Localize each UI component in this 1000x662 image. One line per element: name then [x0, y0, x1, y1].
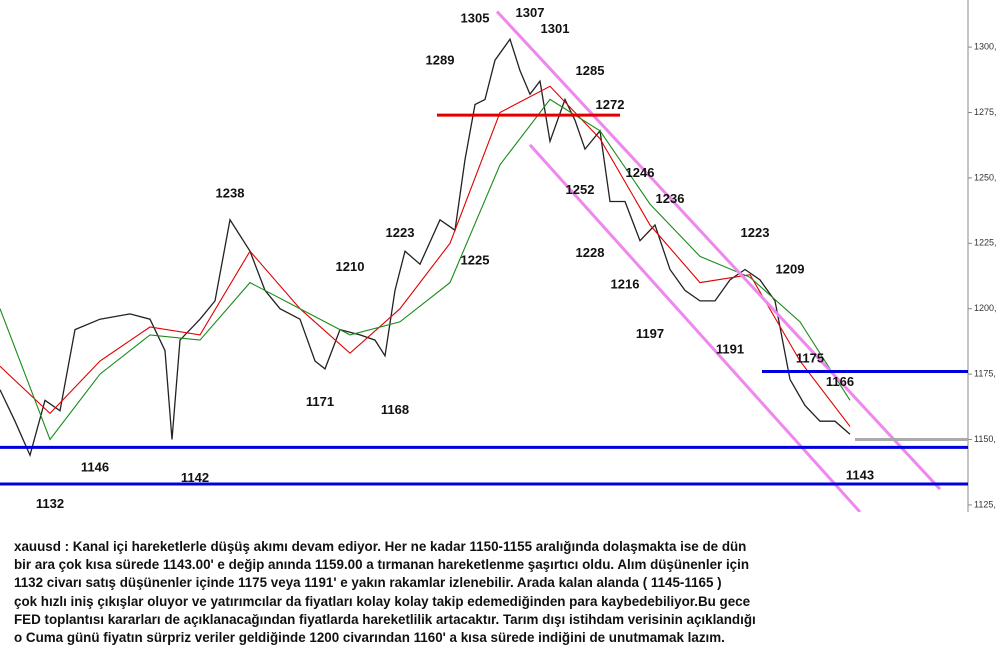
y-tick-label: 1150,	[974, 434, 996, 444]
y-tick-label: 1250,	[974, 172, 997, 182]
caption-line: 1132 civarı satış düşünenler içinde 1175…	[14, 575, 722, 591]
price-annotation: 1236	[656, 191, 685, 206]
y-tick-label: 1300,	[974, 41, 997, 51]
price-annotation: 1197	[636, 326, 664, 341]
price-annotation: 1209	[776, 262, 805, 277]
price-line	[0, 85, 851, 427]
price-annotation: 1228	[576, 245, 605, 260]
caption-line: çok hızlı iniş çıkışlar oluyor ve yatırı…	[14, 593, 751, 609]
price-annotation: 1175	[796, 351, 824, 366]
price-annotation: 1166	[826, 374, 854, 389]
price-line	[0, 98, 851, 441]
y-tick-label: 1275,	[974, 107, 997, 117]
price-annotation: 1223	[741, 225, 770, 240]
price-annotation: 1216	[611, 276, 640, 291]
price-annotation: 1146	[81, 459, 109, 474]
price-annotation: 1307	[516, 5, 545, 20]
price-annotation: 1305	[461, 10, 490, 25]
price-annotation: 1143	[846, 467, 874, 482]
price-annotation: 1223	[386, 225, 415, 240]
price-annotation: 1238	[216, 186, 245, 201]
price-annotation: 1252	[566, 182, 595, 197]
caption-line: FED toplantısı kararları de açıklanacağı…	[14, 611, 756, 627]
price-annotation: 1285	[576, 63, 605, 78]
price-annotation: 1171	[306, 394, 334, 409]
price-annotation: 1191	[716, 342, 744, 357]
caption: xauusd : Kanal içi hareketlerle düşüş ak…	[14, 538, 756, 647]
caption-line: bir ara çok kısa sürede 1143.00' e değip…	[14, 557, 750, 573]
y-tick-label: 1200,	[974, 303, 997, 313]
price-annotation: 1272	[596, 97, 625, 112]
y-tick-label: 1125,	[974, 499, 996, 509]
caption-line: o Cuma günü fiyatın sürpriz veriler geld…	[14, 630, 725, 646]
price-annotation: 1210	[336, 259, 365, 274]
price-annotation: 1142	[181, 470, 209, 485]
price-annotation: 1168	[381, 402, 409, 417]
trend-line	[528, 143, 862, 512]
trend-line	[495, 10, 942, 491]
price-annotation: 1246	[626, 165, 655, 180]
price-annotation: 1132	[36, 496, 64, 511]
caption-line: xauusd : Kanal içi hareketlerle düşüş ak…	[14, 539, 747, 554]
y-tick-label: 1225,	[974, 238, 997, 248]
price-line	[0, 37, 851, 458]
y-tick-label: 1175,	[974, 368, 996, 378]
price-annotation: 1301	[541, 21, 570, 36]
chart: 1125, 1150, 1175, 1200, 1225, 1250, 1275, 1300,…	[0, 0, 997, 512]
price-annotation: 1225	[461, 253, 490, 268]
price-annotation: 1289	[426, 52, 455, 67]
